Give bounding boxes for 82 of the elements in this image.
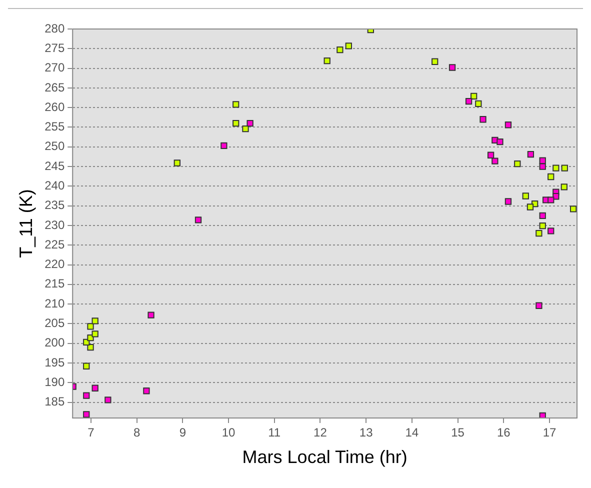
y-tick-label: 225 — [44, 237, 65, 252]
point — [548, 228, 554, 234]
y-tick-label: 205 — [44, 316, 65, 330]
x-tick-label: 15 — [451, 426, 465, 440]
x-axis-title: Mars Local Time (hr) — [242, 447, 408, 468]
y-tick-label: 215 — [44, 276, 65, 291]
point — [527, 151, 534, 158]
point — [560, 184, 568, 190]
y-tick-label: 260 — [44, 100, 65, 114]
x-tick-label: 16 — [496, 426, 511, 440]
point — [548, 196, 554, 204]
point — [83, 392, 90, 399]
y-tick-label: 185 — [44, 394, 65, 409]
point — [92, 330, 98, 338]
x-tick-label: 9 — [179, 426, 186, 440]
x-tick-label: 10 — [222, 426, 236, 440]
point — [87, 323, 94, 330]
point — [336, 46, 344, 54]
y-tick-label: 250 — [44, 139, 65, 154]
point — [465, 98, 472, 105]
point — [92, 318, 98, 324]
point — [83, 411, 90, 418]
point — [83, 362, 90, 370]
y-tick-label: 210 — [44, 296, 65, 310]
point — [536, 230, 542, 237]
point — [242, 125, 249, 132]
point — [174, 160, 180, 166]
point — [143, 388, 150, 394]
y-tick-label: 275 — [44, 40, 65, 55]
y-tick-label: 220 — [44, 257, 65, 272]
point — [232, 101, 240, 108]
point — [87, 334, 94, 342]
point — [561, 164, 568, 172]
y-tick-label: 280 — [44, 21, 65, 36]
point — [539, 163, 546, 170]
y-tick-label: 190 — [44, 374, 65, 389]
point — [496, 138, 504, 146]
point — [504, 198, 512, 205]
x-tick-label: 7 — [88, 426, 95, 440]
point — [539, 222, 546, 230]
point — [432, 58, 438, 65]
point — [536, 302, 542, 309]
y-tick-label: 235 — [44, 198, 65, 212]
point — [526, 204, 534, 210]
point — [475, 100, 482, 107]
x-tick-label: 12 — [314, 426, 328, 440]
point — [232, 120, 240, 127]
point — [324, 58, 330, 64]
y-axis-title: T_11 (K) — [16, 189, 36, 258]
x-tick-label: 8 — [133, 426, 140, 440]
y-tick-label: 230 — [44, 218, 65, 232]
point — [548, 173, 554, 180]
point — [552, 164, 560, 172]
point — [470, 92, 478, 100]
point — [87, 344, 94, 351]
point — [504, 122, 512, 128]
point — [345, 42, 352, 50]
point — [92, 384, 98, 392]
point — [492, 158, 498, 164]
point — [246, 120, 254, 127]
y-tick-label: 270 — [44, 60, 65, 75]
point — [194, 216, 202, 224]
y-tick-label: 200 — [44, 336, 65, 350]
x-tick-label: 17 — [542, 426, 556, 440]
y-tick-label: 195 — [44, 355, 65, 370]
point — [487, 152, 494, 158]
point — [570, 206, 577, 212]
x-tick-label: 14 — [405, 426, 419, 440]
point — [480, 116, 486, 123]
x-tick-label: 13 — [359, 426, 374, 440]
point — [104, 396, 112, 404]
y-tick-label: 245 — [44, 158, 65, 173]
point — [514, 160, 521, 168]
y-tick-label: 255 — [44, 120, 65, 134]
y-tick-label: 265 — [44, 80, 65, 94]
point — [220, 142, 228, 150]
x-tick-label: 11 — [268, 426, 281, 440]
point — [522, 192, 529, 200]
point — [539, 212, 546, 219]
y-tick-label: 240 — [44, 178, 65, 192]
point — [148, 312, 154, 318]
point — [448, 64, 456, 71]
